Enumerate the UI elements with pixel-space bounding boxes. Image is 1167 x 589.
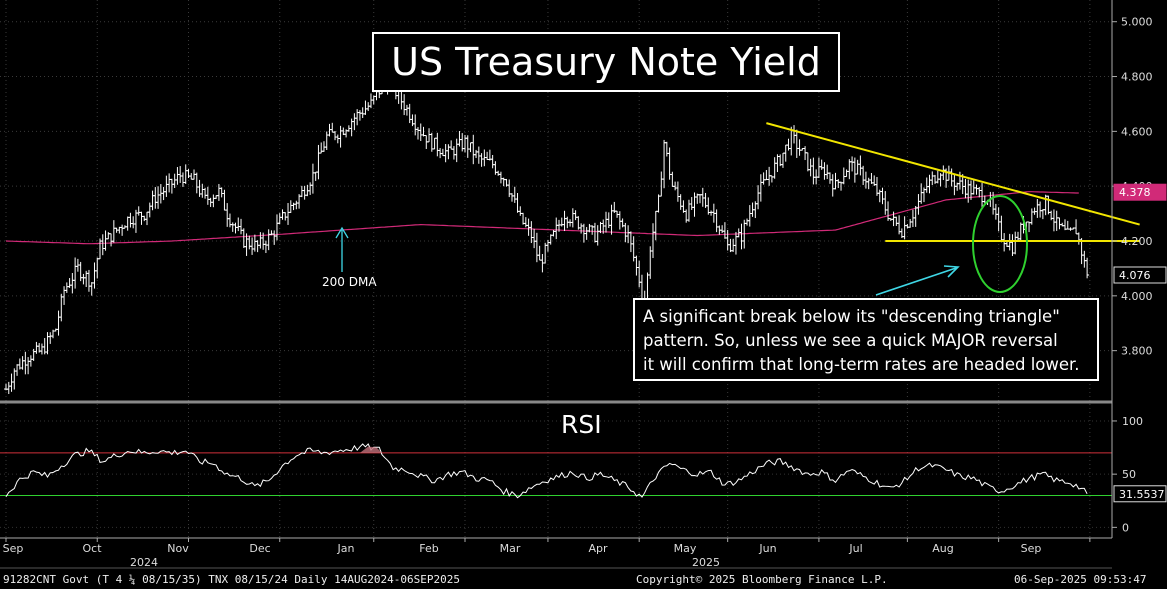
annotation-line-3: it will confirm that long-term rates are…: [643, 355, 1080, 374]
rsi-line: [5, 443, 1088, 499]
month-label: Apr: [588, 542, 608, 555]
month-label: Mar: [500, 542, 521, 555]
price-tick-label: 4.200: [1121, 235, 1153, 248]
rsi-value-tag: 31.5537: [1119, 488, 1165, 501]
month-label: Sep: [1021, 542, 1042, 555]
footer-timestamp: 06-Sep-2025 09:53:47: [1014, 573, 1147, 586]
trend-lines: [766, 122, 1140, 243]
rsi-tick-label: 50: [1122, 468, 1136, 481]
last-price-tag: 4.076: [1119, 269, 1151, 282]
annotation-line-1: A significant break below its "descendin…: [643, 307, 1060, 326]
rsi-tick-label: 0: [1122, 521, 1129, 534]
price-tick-label: 5.000: [1121, 16, 1153, 29]
price-tick-label: 4.600: [1121, 125, 1153, 138]
year-label: 2024: [130, 556, 158, 569]
price-tick-label: 4.000: [1121, 290, 1153, 303]
breakdown-arrow-shaft: [875, 267, 957, 296]
month-label: May: [674, 542, 697, 555]
price-bars: [4, 73, 1090, 395]
month-label: Sep: [3, 542, 24, 555]
annotations: [335, 195, 1028, 296]
rsi-panel: [0, 443, 1112, 499]
dma-label: 200 DMA: [322, 275, 377, 289]
dma-arrowhead: [335, 226, 349, 239]
dma-200-line: [5, 191, 1079, 245]
month-label: Aug: [932, 542, 953, 555]
month-label: Feb: [419, 542, 438, 555]
dma-value-tag-bg: [1113, 183, 1167, 201]
dma-line: [5, 191, 1079, 245]
price-tick-label: 3.800: [1121, 345, 1153, 358]
resistance-trendline: [766, 122, 1140, 226]
price-tick-label: 4.800: [1121, 71, 1153, 84]
footer-security: 91282CNT Govt (T 4 ¼ 08/15/35) TNX 08/15…: [3, 573, 460, 586]
annotation-note: A significant break below its "descendin…: [633, 298, 1099, 381]
breakdown-circle: [972, 195, 1028, 293]
rsi-title: RSI: [561, 410, 602, 439]
rsi-value-tag-bg: [1113, 485, 1167, 503]
last-price-tag-bg: [1113, 266, 1167, 284]
breakdown-arrowhead: [943, 265, 960, 278]
rsi-tick-label: 100: [1122, 415, 1143, 428]
year-label: 2025: [692, 556, 720, 569]
month-label: Jan: [337, 542, 355, 555]
chart-title: US Treasury Note Yield: [372, 32, 840, 92]
rsi-overbought-fill: [359, 446, 383, 453]
footer-copyright: Copyright© 2025 Bloomberg Finance L.P.: [636, 573, 888, 586]
dma-value-tag: 4.378: [1119, 186, 1151, 199]
month-label: Dec: [249, 542, 270, 555]
month-label: Oct: [82, 542, 102, 555]
annotation-line-2: pattern. So, unless we see a quick MAJOR…: [643, 331, 1058, 350]
month-label: Jun: [758, 542, 776, 555]
axes: 3.8004.0004.2004.4004.6004.8005.00005010…: [0, 0, 1167, 569]
month-label: Nov: [167, 542, 189, 555]
month-label: Jul: [848, 542, 862, 555]
ohlc-bar: [1085, 257, 1090, 279]
